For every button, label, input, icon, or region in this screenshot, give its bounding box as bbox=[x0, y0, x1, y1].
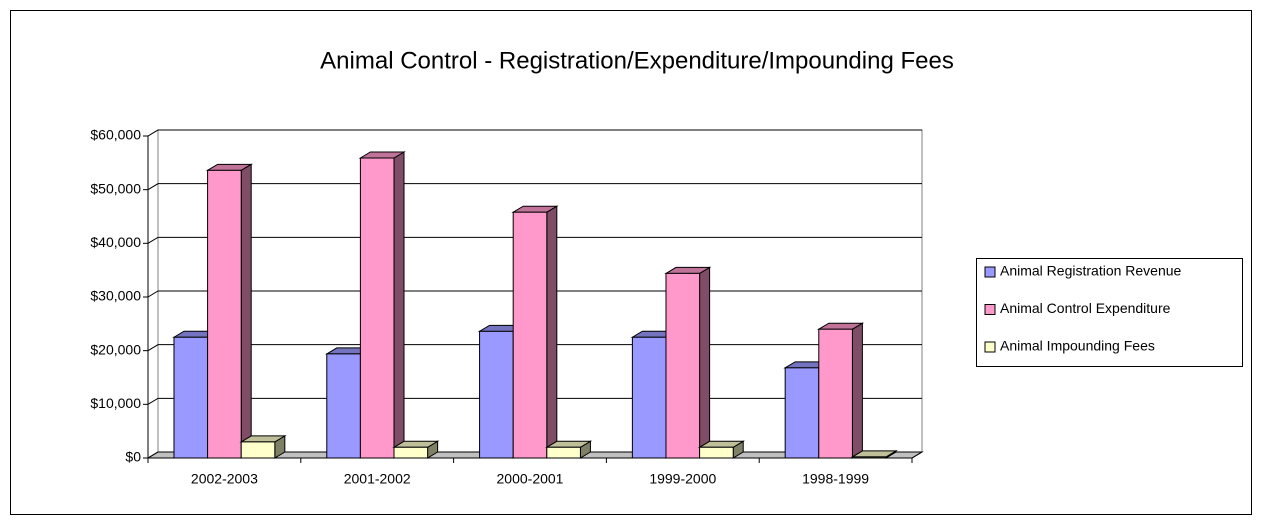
bar bbox=[665, 272, 701, 459]
y-tick-label: $50,000 bbox=[90, 180, 141, 196]
legend-swatch bbox=[984, 341, 996, 353]
bar bbox=[546, 446, 581, 459]
legend-label: Animal Impounding Fees bbox=[1000, 338, 1155, 354]
bar bbox=[699, 446, 734, 459]
bar bbox=[359, 157, 395, 459]
grid-line bbox=[147, 236, 922, 244]
bar bbox=[784, 367, 820, 459]
chart-title: Animal Control - Registration/Expenditur… bbox=[320, 47, 954, 74]
bar bbox=[818, 328, 853, 459]
x-tick-label: 2000-2001 bbox=[497, 471, 564, 487]
y-tick-label: $10,000 bbox=[90, 395, 141, 411]
bar bbox=[512, 211, 548, 459]
bar-side bbox=[546, 205, 558, 459]
x-tick-label: 1999-2000 bbox=[649, 471, 716, 487]
y-tick-label: $20,000 bbox=[90, 341, 141, 357]
y-tick-label: $30,000 bbox=[90, 288, 141, 304]
bar-side bbox=[699, 266, 711, 459]
x-axis-back bbox=[911, 451, 923, 459]
bar-side bbox=[393, 151, 405, 459]
legend-swatch bbox=[984, 304, 996, 315]
legend-swatch bbox=[984, 266, 996, 278]
x-tick-label: 2001-2002 bbox=[344, 471, 411, 487]
bar bbox=[479, 330, 514, 459]
x-tick-label: 2002-2003 bbox=[191, 471, 258, 487]
bar bbox=[173, 336, 209, 459]
legend-label: Animal Control Expenditure bbox=[1000, 300, 1171, 316]
bar bbox=[240, 441, 276, 459]
grid-line bbox=[147, 129, 922, 137]
bar bbox=[393, 446, 429, 459]
y-tick-label: $60,000 bbox=[90, 127, 141, 143]
bar bbox=[631, 336, 667, 459]
bar bbox=[207, 169, 242, 459]
legend-box bbox=[976, 258, 1243, 367]
bar-side bbox=[240, 163, 252, 459]
bar-side bbox=[851, 322, 863, 459]
grid-line bbox=[147, 183, 922, 191]
y-tick-label: $40,000 bbox=[90, 234, 141, 250]
x-tick-label: 1998-1999 bbox=[802, 471, 869, 487]
bar bbox=[326, 353, 361, 459]
y-tick-label: $0 bbox=[125, 449, 141, 465]
legend-label: Animal Registration Revenue bbox=[1000, 263, 1182, 279]
